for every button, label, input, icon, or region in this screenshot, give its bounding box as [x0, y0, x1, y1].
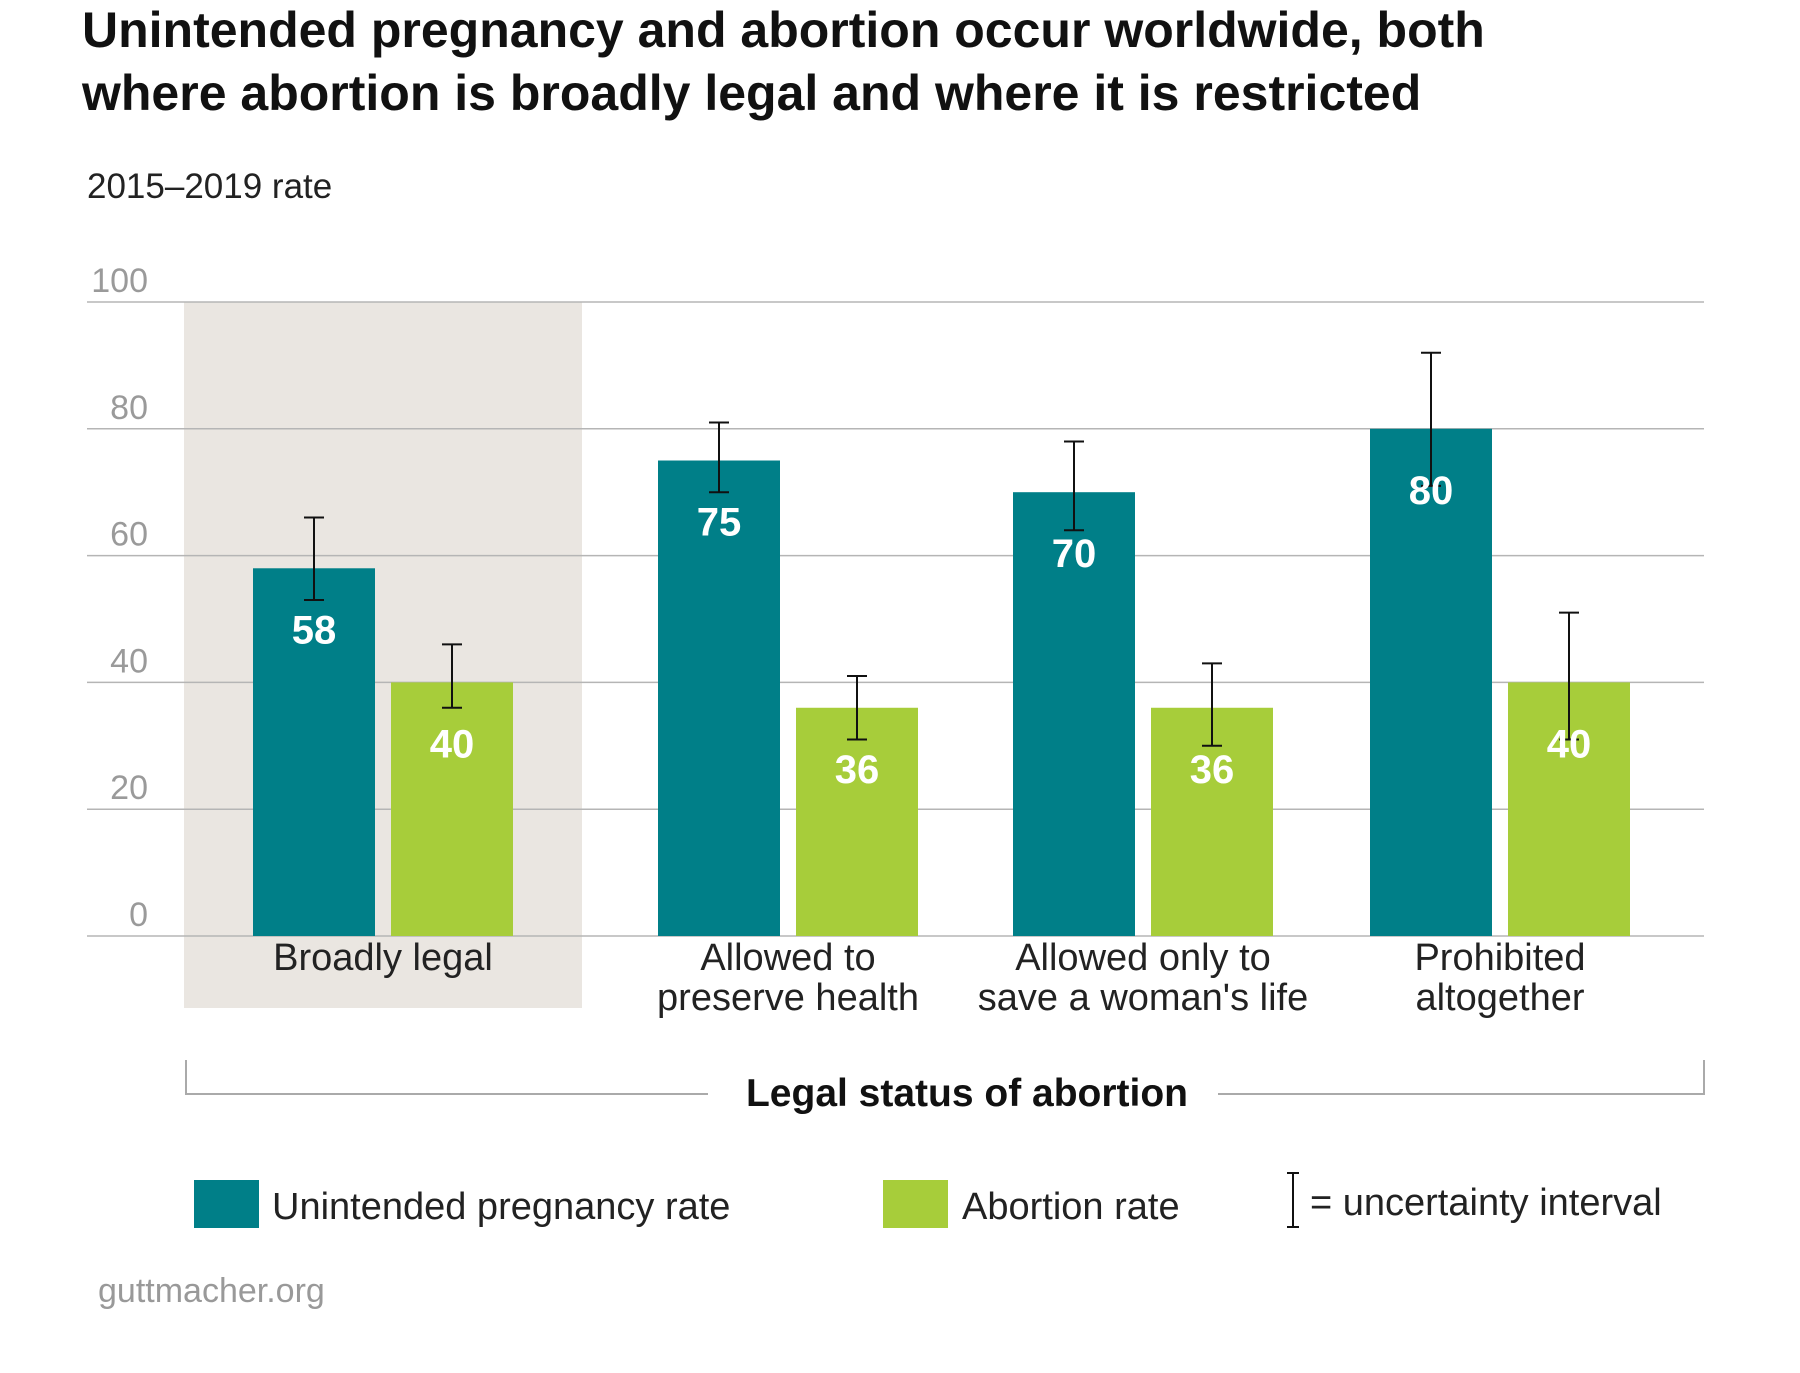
chart-subtitle: 2015–2019 rate [87, 167, 332, 206]
category-label-allowed-only-to-save-a-woman-s-life: Allowed only to [1015, 937, 1271, 979]
value-label-pregnancy-allowed-only-to-save-a-woman-s-life: 70 [1052, 532, 1097, 576]
xaxis-bracket-left [185, 1060, 708, 1095]
y-tick-label: 80 [110, 389, 148, 427]
value-label-pregnancy-prohibited-altogether: 80 [1409, 469, 1454, 513]
value-label-pregnancy-broadly-legal: 58 [292, 608, 337, 652]
value-labels: 58 40 75 36 70 36 80 40 [292, 469, 1592, 792]
bar-pregnancy-allowed-to-preserve-health [658, 460, 780, 936]
category-label-allowed-to-preserve-health: Allowed to [700, 937, 875, 979]
value-label-abortion-prohibited-altogether: 40 [1547, 722, 1592, 766]
value-label-abortion-allowed-only-to-save-a-woman-s-life: 36 [1190, 748, 1235, 792]
bar-pregnancy-allowed-only-to-save-a-woman-s-life [1013, 492, 1135, 936]
legend-label-abortion-rate: Abortion rate [962, 1186, 1180, 1228]
legend-label-uncertainty-interval: = uncertainty interval [1310, 1182, 1662, 1224]
gridlines: 0 20 40 60 80 100 [87, 262, 1704, 937]
category-label-allowed-only-to-save-a-woman-s-life: save a woman's life [978, 977, 1308, 1019]
xaxis-bracket-right [1218, 1060, 1705, 1095]
legend-label-unintended-pregnancy: Unintended pregnancy rate [272, 1186, 730, 1228]
legend-swatch-unintended-pregnancy [194, 1180, 259, 1228]
value-label-pregnancy-allowed-to-preserve-health: 75 [697, 501, 742, 545]
bar-abortion-broadly-legal [391, 682, 513, 936]
y-tick-label: 60 [110, 516, 148, 554]
category-label-prohibited-altogether: altogether [1415, 977, 1584, 1019]
y-tick-label: 20 [110, 769, 148, 807]
category-label-allowed-to-preserve-health: preserve health [657, 977, 919, 1019]
y-tick-label: 40 [110, 642, 148, 680]
category-label-prohibited-altogether: Prohibited [1414, 937, 1585, 979]
bar-pregnancy-broadly-legal [253, 568, 375, 936]
legend-swatch-abortion-rate [883, 1180, 948, 1228]
source-credit: guttmacher.org [98, 1272, 325, 1310]
category-label-broadly-legal: Broadly legal [273, 937, 493, 979]
bar-pregnancy-prohibited-altogether [1370, 428, 1492, 936]
y-tick-label: 0 [129, 896, 148, 934]
chart-title-line-2: where abortion is broadly legal and wher… [81, 65, 1421, 121]
x-axis-title: Legal status of abortion [746, 1072, 1188, 1115]
uncertainty-interval-icon [1287, 1172, 1299, 1228]
y-tick-label: 100 [91, 262, 148, 300]
chart-title-line-1: Unintended pregnancy and abortion occur … [82, 2, 1485, 58]
highlight-band-broadly-legal [184, 302, 582, 1008]
error-bars [304, 351, 1579, 747]
value-label-abortion-allowed-to-preserve-health: 36 [835, 748, 880, 792]
bar-abortion-allowed-to-preserve-health [796, 707, 918, 936]
value-label-abortion-broadly-legal: 40 [430, 722, 475, 766]
